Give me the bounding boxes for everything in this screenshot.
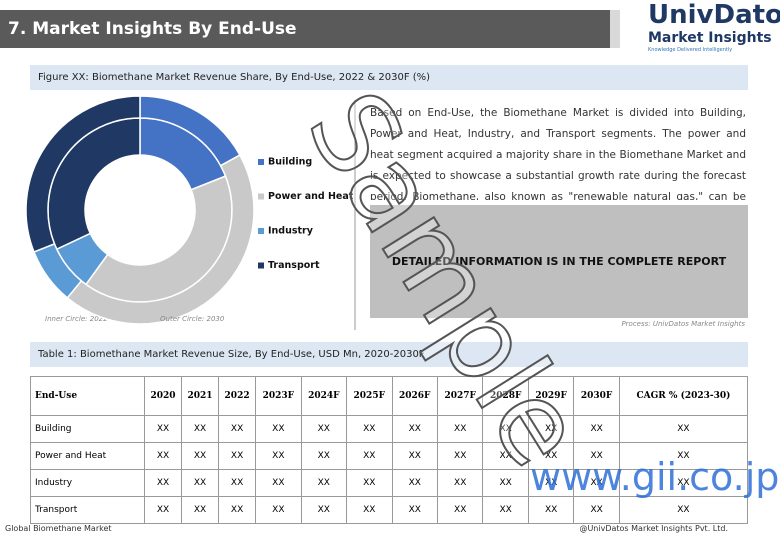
table-cell: 2025F <box>346 376 393 416</box>
table-cell: XX <box>618 415 749 443</box>
table-cell: XX <box>391 415 438 443</box>
table-row: Transport XX XX XX XX XX XX XX XX XX XX XX XX <box>30 496 749 524</box>
legend-swatch <box>258 262 264 269</box>
table-cell: XX <box>181 442 220 470</box>
notice: DETAILED INFORMATION IS IN THE COMPLETE … <box>370 205 748 318</box>
table-cell: XX <box>181 415 220 443</box>
chart: Inner Circle: 2022 Outer Circle: 2030 Buil… <box>25 95 356 330</box>
table-caption: Table 1: Biomethane Market Revenue Size,… <box>30 342 748 367</box>
table-cell: XX <box>346 496 393 524</box>
header-accent <box>610 10 620 48</box>
table-cell: XX <box>346 442 393 470</box>
site-mark: www.gii.co.jp <box>530 455 780 499</box>
figure-caption: Figure XX: Biomethane Market Revenue Sha… <box>30 65 748 90</box>
table-cell: 2024F <box>300 376 348 416</box>
table-cell: 2020 <box>143 376 183 416</box>
table-cell: 2028F <box>482 376 529 416</box>
table-cell: 2023F <box>255 376 302 416</box>
table-row: End-Use 2020 2021 2022 2023F 2024F 2025F 2026F 2… <box>30 376 749 416</box>
footer-right: @UnivDatos Market Insights Pvt. Ltd. <box>579 524 728 533</box>
table-cell: XX <box>391 496 438 524</box>
table-cell: XX <box>300 415 348 443</box>
table-cell: XX <box>181 469 220 497</box>
table-cell: XX <box>300 442 348 470</box>
table-cell: 2027F <box>436 376 484 416</box>
table-cell: 2026F <box>391 376 438 416</box>
table-cell: XX <box>346 469 393 497</box>
table-cell: 2022 <box>218 376 257 416</box>
table-cell: XX <box>618 469 749 497</box>
legend-swatch <box>258 159 264 165</box>
table-cell: XX <box>143 496 183 524</box>
table-row: Building XX XX XX XX XX XX XX XX XX XX XX XX <box>30 415 749 443</box>
data-table: End-Use 2020 2021 2022 2023F 2024F 2025F 2026F 2… <box>30 376 749 524</box>
legend-swatch <box>258 228 264 234</box>
legend-label: Transport <box>268 260 320 271</box>
table-cell: Industry <box>30 469 145 497</box>
ring-label: Inner Circle: 2022 <box>45 315 108 323</box>
logo-tagline: Knowledge Delivered Intelligently <box>648 47 733 53</box>
table-cell: XX <box>218 415 257 443</box>
table-cell: XX <box>255 415 302 443</box>
table-cell: XX <box>218 442 257 470</box>
table-cell: XX <box>300 469 348 497</box>
table-cell: XX <box>143 469 183 497</box>
table-cell: XX <box>391 442 438 470</box>
legend-label: Building <box>268 157 312 168</box>
table-cell: XX <box>255 496 302 524</box>
table-cell: XX <box>391 469 438 497</box>
table-cell: XX <box>346 415 393 443</box>
table-cell: XX <box>482 496 529 524</box>
ring-label: Outer Circle: 2030 <box>160 315 225 323</box>
table-cell: CAGR % (2023-30) <box>618 376 749 416</box>
footer-left: Global Biomethane Market <box>5 524 112 533</box>
table-cell: XX <box>573 415 620 443</box>
table-cell: XX <box>181 496 220 524</box>
table-cell: 2029F <box>527 376 575 416</box>
table-cell: XX <box>300 496 348 524</box>
table-cell: XX <box>436 442 484 470</box>
paragraph: Based on End-Use, the Biomethane Market … <box>370 107 746 200</box>
table-cell: 2021 <box>181 376 220 416</box>
table-cell: XX <box>218 469 257 497</box>
logo-name: UnivDatos <box>648 0 780 30</box>
table-cell: 2030F <box>573 376 620 416</box>
section-title: 7. Market Insights By End-Use <box>0 10 610 48</box>
legend-label: Power and Heat <box>268 191 354 202</box>
table-cell: Building <box>30 415 145 443</box>
legend-label: Industry <box>268 226 314 237</box>
table-cell: XX <box>527 496 575 524</box>
table-cell: XX <box>573 496 620 524</box>
table-cell: XX <box>436 496 484 524</box>
logo-sub: Market Insights <box>648 30 772 46</box>
table-cell: XX <box>143 442 183 470</box>
table-cell: XX <box>143 415 183 443</box>
legend-swatch <box>258 193 264 200</box>
table-cell: End-Use <box>30 376 145 416</box>
table-cell: XX <box>436 469 484 497</box>
table-cell: XX <box>218 496 257 524</box>
table-cell: Transport <box>30 496 145 524</box>
source: Process: UnivDatos Market Insights <box>621 320 745 328</box>
table-cell: XX <box>255 442 302 470</box>
table-cell: Power and Heat <box>30 442 145 470</box>
table-cell: XX <box>573 442 620 470</box>
table-cell: XX <box>255 469 302 497</box>
donut-segment <box>25 95 141 253</box>
table-cell: XX <box>618 496 749 524</box>
